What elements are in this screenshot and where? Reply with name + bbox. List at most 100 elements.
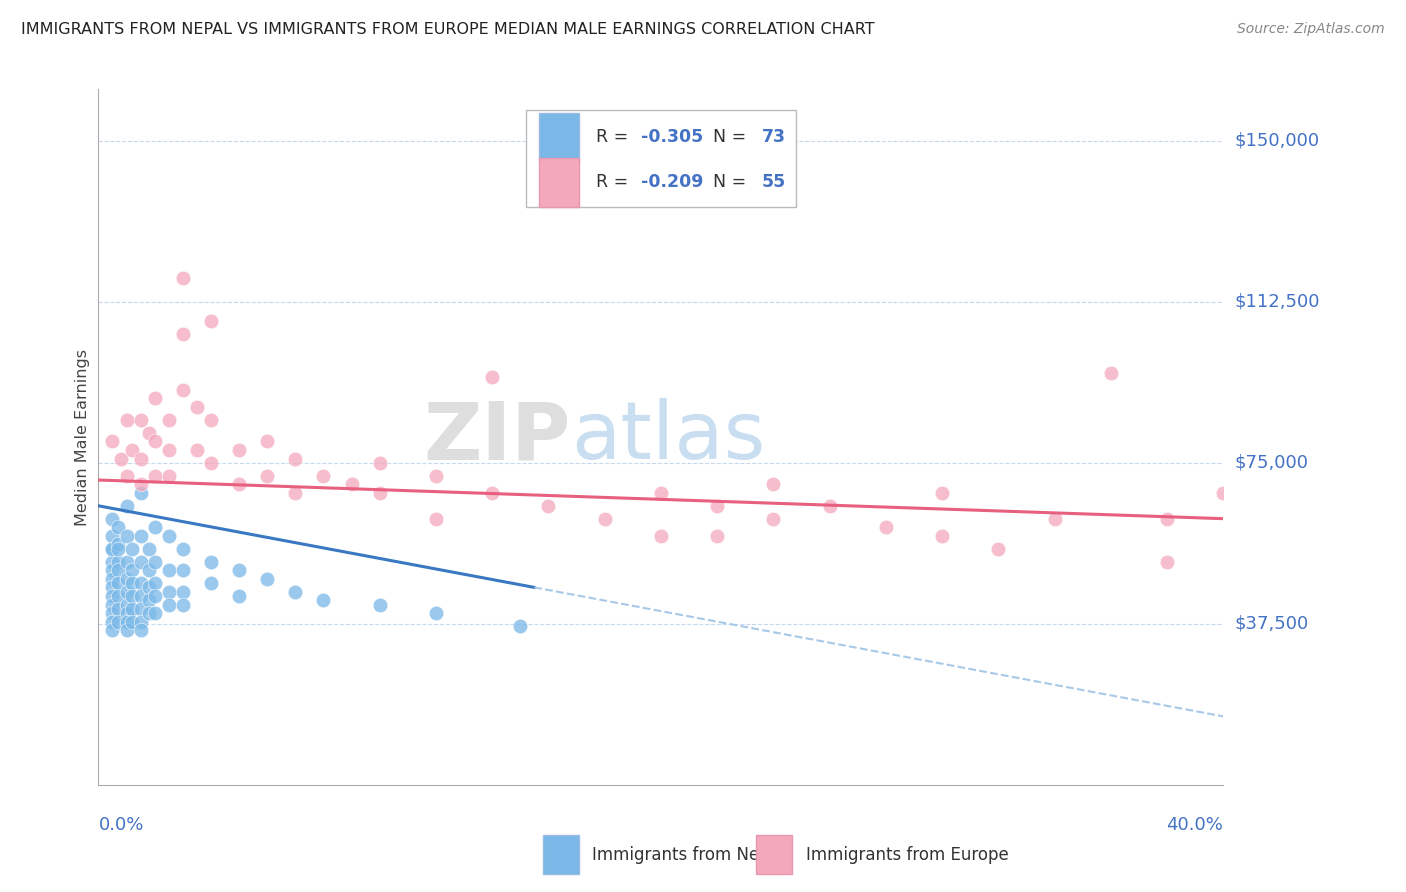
Text: R =: R = bbox=[596, 173, 633, 191]
Point bbox=[1156, 555, 1178, 569]
Point bbox=[200, 555, 222, 569]
Point bbox=[121, 576, 143, 591]
Point bbox=[157, 468, 180, 483]
Point bbox=[138, 563, 160, 577]
Point bbox=[101, 572, 124, 586]
Point bbox=[143, 434, 166, 449]
Point bbox=[107, 589, 129, 603]
Point bbox=[425, 606, 447, 620]
Point bbox=[129, 602, 152, 616]
Point bbox=[228, 442, 250, 457]
Point bbox=[706, 499, 728, 513]
Point bbox=[284, 486, 307, 500]
Point bbox=[200, 576, 222, 591]
Point bbox=[115, 555, 138, 569]
Text: 0.0%: 0.0% bbox=[98, 815, 143, 833]
Text: ZIP: ZIP bbox=[423, 398, 571, 476]
Point bbox=[537, 499, 560, 513]
Text: Immigrants from Europe: Immigrants from Europe bbox=[806, 846, 1008, 863]
Point bbox=[101, 581, 124, 595]
Text: Immigrants from Nepal: Immigrants from Nepal bbox=[592, 846, 785, 863]
Text: -0.209: -0.209 bbox=[641, 173, 703, 191]
Point bbox=[368, 456, 391, 470]
Bar bbox=[756, 836, 793, 873]
Text: -0.305: -0.305 bbox=[641, 128, 703, 146]
Point bbox=[157, 584, 180, 599]
Point bbox=[129, 624, 152, 638]
Point bbox=[101, 598, 124, 612]
Text: N =: N = bbox=[703, 128, 752, 146]
Point bbox=[312, 468, 335, 483]
Point bbox=[157, 442, 180, 457]
Bar bbox=[543, 836, 579, 873]
Bar bbox=[540, 113, 579, 161]
Point bbox=[368, 598, 391, 612]
Point bbox=[138, 593, 160, 607]
Point bbox=[143, 589, 166, 603]
Point bbox=[228, 589, 250, 603]
FancyBboxPatch shape bbox=[526, 110, 796, 208]
Point bbox=[115, 468, 138, 483]
Text: atlas: atlas bbox=[571, 398, 765, 476]
Point bbox=[121, 541, 143, 556]
Point bbox=[256, 468, 278, 483]
Point bbox=[143, 576, 166, 591]
Point bbox=[129, 477, 152, 491]
Point bbox=[101, 541, 124, 556]
Point bbox=[107, 555, 129, 569]
Point bbox=[101, 589, 124, 603]
Point bbox=[593, 511, 616, 525]
Point bbox=[706, 529, 728, 543]
Point bbox=[115, 499, 138, 513]
Point bbox=[143, 468, 166, 483]
Point bbox=[115, 606, 138, 620]
Point bbox=[172, 563, 194, 577]
Point bbox=[200, 413, 222, 427]
Point bbox=[256, 434, 278, 449]
Point bbox=[143, 520, 166, 534]
Point bbox=[115, 624, 138, 638]
Point bbox=[650, 529, 672, 543]
Point bbox=[425, 511, 447, 525]
Point bbox=[172, 598, 194, 612]
Point bbox=[368, 486, 391, 500]
Point bbox=[1212, 486, 1234, 500]
Point bbox=[931, 529, 953, 543]
Point bbox=[931, 486, 953, 500]
Point bbox=[818, 499, 841, 513]
Point bbox=[121, 602, 143, 616]
Point bbox=[129, 615, 152, 629]
Text: $75,000: $75,000 bbox=[1234, 454, 1309, 472]
Point bbox=[172, 383, 194, 397]
Point bbox=[143, 606, 166, 620]
Point bbox=[157, 598, 180, 612]
Point bbox=[987, 541, 1010, 556]
Point bbox=[107, 563, 129, 577]
Text: $112,500: $112,500 bbox=[1234, 293, 1320, 310]
Point bbox=[101, 615, 124, 629]
Point bbox=[107, 537, 129, 551]
Point bbox=[157, 529, 180, 543]
Point bbox=[312, 593, 335, 607]
Point bbox=[186, 442, 208, 457]
Point bbox=[172, 271, 194, 285]
Point bbox=[101, 563, 124, 577]
Point bbox=[129, 576, 152, 591]
Text: R =: R = bbox=[596, 128, 633, 146]
Point bbox=[101, 555, 124, 569]
Text: $150,000: $150,000 bbox=[1234, 132, 1319, 150]
Point bbox=[1156, 511, 1178, 525]
Point bbox=[200, 456, 222, 470]
Point bbox=[186, 400, 208, 414]
Point bbox=[115, 572, 138, 586]
Point bbox=[138, 541, 160, 556]
Point bbox=[107, 615, 129, 629]
Point bbox=[875, 520, 897, 534]
Point bbox=[762, 477, 785, 491]
Point bbox=[200, 314, 222, 328]
Text: 40.0%: 40.0% bbox=[1167, 815, 1223, 833]
Point bbox=[121, 442, 143, 457]
Point bbox=[115, 529, 138, 543]
Point bbox=[157, 413, 180, 427]
Text: 55: 55 bbox=[762, 173, 786, 191]
